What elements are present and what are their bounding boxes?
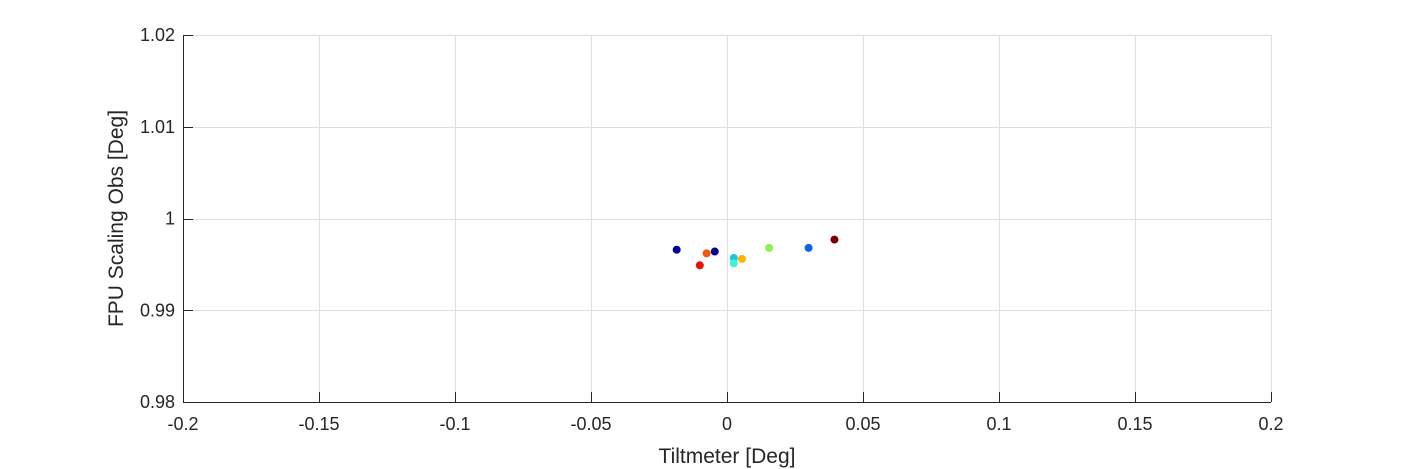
y-axis-label: FPU Scaling Obs [Deg]	[105, 110, 128, 327]
y-tick-label: 1.01	[140, 117, 175, 137]
data-point	[765, 243, 774, 252]
y-axis-ticks: 0.98 0.99 1 1.01 1.02	[140, 25, 193, 412]
y-tick-label: 1.02	[140, 25, 175, 45]
x-tick-label: -0.05	[570, 414, 611, 434]
y-tick-label: 0.99	[140, 300, 175, 320]
data-point	[830, 235, 839, 244]
x-tick-label: -0.2	[167, 414, 198, 434]
data-point	[737, 254, 746, 263]
x-tick-label: 0.15	[1117, 414, 1152, 434]
data-point	[729, 259, 738, 268]
x-tick-label: -0.1	[439, 414, 470, 434]
axes	[183, 35, 1271, 403]
x-axis-ticks: -0.2 -0.15 -0.1 -0.05 0 0.05 0.1 0.15 0.2	[167, 392, 1284, 434]
data-point	[729, 253, 738, 262]
y-tick-label: 0.98	[140, 392, 175, 412]
data-point	[702, 249, 711, 258]
x-tick-label: 0.2	[1258, 414, 1283, 434]
x-tick-label: 0	[722, 414, 732, 434]
x-tick-label: 0.1	[986, 414, 1011, 434]
x-tick-label: 0.05	[845, 414, 880, 434]
x-tick-label: -0.15	[298, 414, 339, 434]
data-point	[672, 245, 681, 254]
y-tick-label: 1	[165, 209, 175, 229]
data-point	[710, 247, 719, 256]
x-axis-label: Tiltmeter [Deg]	[659, 445, 796, 468]
grid-lines	[183, 35, 1272, 403]
data-point	[804, 243, 813, 252]
data-point	[695, 261, 704, 270]
data-points	[672, 235, 839, 270]
